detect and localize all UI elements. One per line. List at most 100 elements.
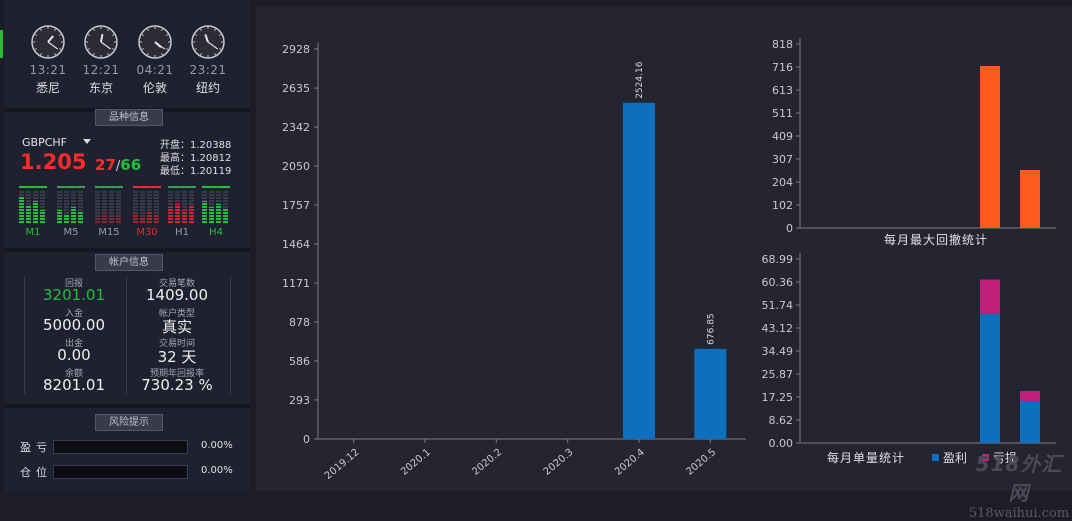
clock-tick — [54, 28, 56, 31]
watermark: 518外汇网 518waihui.com — [968, 448, 1070, 521]
risk-label-position: 仓位 — [20, 466, 52, 479]
drawdown-y-tick-label: 307 — [772, 153, 793, 166]
clock-tick — [112, 34, 115, 36]
timeframe-m5[interactable]: M5 — [57, 186, 85, 238]
drawdown-title: 每月最大回撤统计 — [884, 232, 988, 247]
main-bar — [623, 102, 655, 439]
clock-tick — [34, 34, 37, 36]
count-bar-segment — [980, 313, 1000, 443]
clock-tick — [40, 53, 42, 56]
timeframe-meter — [19, 191, 47, 223]
ask-digits: 66 — [120, 156, 142, 174]
clock-tick — [219, 48, 222, 50]
timeframe-m30[interactable]: M30 — [133, 186, 161, 238]
clock-face-icon — [31, 25, 65, 59]
charts-svg: 0 293 586 878 1171 1464 1757 2050 2342 2635 2928 20… — [282, 38, 1056, 482]
divider — [4, 248, 250, 252]
meter-fill — [109, 218, 114, 223]
main-x-tick-label: 2020.3 — [542, 447, 576, 478]
account-panel — [4, 252, 250, 404]
main-y-tick-label: 2928 — [282, 43, 310, 56]
main-y-tick-label: 1464 — [282, 238, 310, 251]
clock-tick — [200, 53, 202, 56]
meter-column — [102, 191, 107, 223]
timeframe-trend-line — [202, 186, 230, 188]
clock-tick — [107, 53, 109, 56]
timeframe-h1[interactable]: H1 — [168, 186, 196, 238]
meter-column — [216, 191, 221, 223]
timeframe-h4[interactable]: H4 — [202, 186, 230, 238]
main-x-tick-label: 2020.1 — [399, 447, 433, 478]
count-bar-segment — [1020, 400, 1040, 443]
count-y-tick-label: 17.25 — [762, 391, 794, 404]
risk-bar-pnl — [53, 440, 188, 454]
clock-tick — [87, 48, 90, 50]
clock-tokyo: 12:21 东京 — [81, 24, 121, 96]
chevron-down-icon[interactable] — [83, 139, 91, 144]
main-y-tick-label: 878 — [289, 316, 310, 329]
account-value: 1409.00 — [145, 286, 209, 304]
meter-column — [19, 191, 24, 223]
meter-fill — [175, 204, 180, 223]
meter-column — [33, 191, 38, 223]
timeframe-m15[interactable]: M15 — [95, 186, 123, 238]
meter-fill — [209, 207, 214, 223]
drawdown-y-tick-label: 818 — [772, 38, 793, 51]
clock-panel: 13:21 悉尼 12:21 东京 04:21 伦敦 23:21 纽约 — [4, 0, 250, 108]
clock-tick — [59, 34, 62, 36]
meter-column — [109, 191, 114, 223]
clock-newyork: 23:21 纽约 — [188, 24, 228, 96]
active-indicator — [0, 30, 3, 58]
meter-column — [140, 191, 145, 223]
meter-column — [95, 191, 100, 223]
meter-fill — [154, 215, 159, 223]
clock-tick — [200, 28, 202, 31]
minute-hand — [47, 41, 59, 50]
meter-column — [71, 191, 76, 223]
account-value: 3201.01 — [42, 286, 106, 304]
meter-column — [175, 191, 180, 223]
meter-column — [202, 191, 207, 223]
clock-face-icon — [191, 25, 225, 59]
meter-fill — [168, 207, 173, 223]
meter-column — [64, 191, 69, 223]
meter-fill — [78, 212, 83, 223]
drawdown-y-tick-label: 511 — [772, 107, 793, 120]
instrument-section-title: 品种信息 — [95, 109, 163, 126]
watermark-url: 518waihui.com — [968, 506, 1070, 521]
drawdown-y-tick-label: 102 — [772, 199, 793, 212]
watermark-text: 518外汇网 — [975, 452, 1063, 505]
column-divider — [230, 276, 231, 394]
clock-tick — [93, 28, 95, 31]
timeframe-m1[interactable]: M1 — [19, 186, 47, 238]
meter-fill — [202, 201, 207, 223]
meter-fill — [216, 204, 221, 223]
meter-fill — [116, 215, 121, 223]
symbol-select[interactable]: GBPCHF — [22, 136, 67, 149]
clock-tick — [166, 34, 169, 36]
price-separator: / — [115, 159, 121, 174]
clock-london: 04:21 伦敦 — [135, 24, 175, 96]
timeframe-label: M30 — [136, 227, 158, 238]
main-y-tick-label: 2635 — [282, 82, 310, 95]
meter-column — [116, 191, 121, 223]
clock-city: 伦敦 — [142, 81, 167, 95]
meter-fill — [19, 196, 24, 223]
clock-tick — [141, 48, 144, 50]
meter-column — [189, 191, 194, 223]
main-x-tick-label: 2020.2 — [470, 447, 504, 478]
risk-bar-position — [53, 465, 188, 479]
minute-hand — [100, 41, 112, 50]
meter-fill — [64, 215, 69, 223]
count-y-tick-label: 34.49 — [762, 345, 794, 358]
sidebar: 13:21 悉尼 12:21 东京 04:21 伦敦 23:21 纽约 品种信息… — [0, 0, 250, 491]
account-value: 真实 — [161, 318, 192, 336]
meter-fill — [26, 205, 31, 223]
meter-fill — [182, 210, 187, 223]
clock-tick — [59, 48, 62, 50]
main-y-tick-label: 1171 — [282, 277, 310, 290]
main-x-tick-label: 2020.5 — [684, 447, 718, 478]
count-y-tick-label: 25.87 — [762, 368, 794, 381]
meter-column — [223, 191, 228, 223]
charts-area: 0 293 586 878 1171 1464 1757 2050 2342 2635 2928 20… — [256, 6, 1072, 491]
